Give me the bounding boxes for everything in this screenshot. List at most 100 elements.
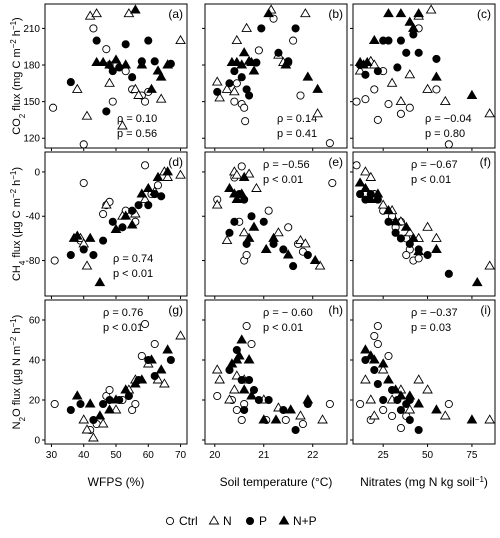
data-point-np (383, 205, 394, 215)
data-point-np (383, 8, 394, 18)
data-point-p (237, 375, 246, 385)
data-point-ctrl (361, 95, 370, 104)
x-axis-title: Soil temperature (°C) (220, 475, 333, 489)
data-point-ctrl (384, 351, 393, 361)
data-point-np (162, 59, 173, 69)
data-point-np (248, 65, 260, 75)
data-point-p (108, 217, 117, 226)
data-point-n (413, 374, 424, 384)
data-point-np (268, 232, 279, 242)
rho-value: ρ = 0.74 (113, 253, 153, 265)
data-point-n (365, 394, 377, 404)
rho-value: ρ = −0.37 (411, 307, 458, 319)
y-axis-title: N2O flux (µg N m−2 h−1) (9, 315, 27, 430)
data-point-p (134, 201, 143, 210)
data-point-np (431, 404, 442, 414)
data-point-np (278, 515, 290, 525)
data-point-ctrl (79, 140, 88, 149)
data-point-p (150, 371, 159, 381)
data-point-np (146, 83, 157, 93)
data-point-np (91, 56, 102, 67)
data-point-p (99, 399, 108, 409)
data-point-ctrl (50, 399, 59, 409)
plot-frame (352, 3, 496, 149)
panel-label: (f) (480, 155, 491, 169)
data-point-n (368, 410, 380, 420)
data-point-p (384, 36, 393, 45)
data-point-p (225, 228, 234, 237)
panel-label: (d) (168, 155, 183, 169)
data-point-n (484, 414, 495, 424)
data-point-np (152, 65, 164, 75)
x-tick-label: 22 (307, 450, 319, 461)
data-point-n (365, 171, 377, 181)
data-point-np (302, 71, 314, 81)
data-point-np (136, 59, 148, 69)
data-point-np (84, 398, 96, 408)
data-point-n (431, 232, 442, 242)
data-point-np (120, 210, 131, 220)
x-axis-title: WFPS (%) (88, 475, 145, 489)
plot-frame (44, 3, 188, 149)
rho-value: ρ = − 0.60 (263, 307, 313, 319)
data-point-n (159, 378, 170, 388)
data-point-n (422, 384, 433, 394)
data-point-p (99, 236, 108, 245)
data-point-p (230, 67, 239, 76)
data-point-np (408, 22, 419, 32)
data-point-p (213, 87, 222, 96)
data-point-np (84, 232, 96, 242)
data-point-np (383, 374, 394, 384)
data-point-np (368, 34, 380, 45)
data-point-n (395, 95, 407, 106)
data-point-np (408, 232, 419, 242)
data-point-n (88, 432, 99, 442)
data-point-n (97, 418, 109, 428)
data-point-np (354, 177, 366, 187)
data-point-p (379, 395, 388, 405)
data-point-np (365, 193, 377, 204)
data-point-ctrl (373, 339, 382, 349)
data-point-ctrl (356, 399, 365, 409)
data-point-ctrl (254, 46, 263, 55)
data-point-p (230, 217, 239, 226)
y-tick-label: 210 (23, 24, 40, 35)
panel-d: -80 -40 0 (d) ρ = 0.74 p < 0.01 (26, 151, 188, 299)
data-point-ctrl (379, 405, 388, 415)
data-point-np (136, 188, 148, 198)
y-tick-label: 150 (23, 97, 40, 108)
data-point-n (295, 234, 306, 245)
plot-frame (204, 299, 348, 445)
data-point-np (238, 171, 250, 181)
data-point-np (224, 182, 235, 192)
y-axis-title: CH4 flux (µg C m−2 h−1) (9, 167, 27, 281)
data-point-ctrl (240, 103, 249, 112)
data-point-p (247, 212, 256, 221)
data-point-n (133, 89, 144, 99)
data-point-np (360, 344, 371, 354)
legend-label-p: P (259, 514, 267, 528)
data-point-p (245, 375, 254, 385)
data-point-p (264, 395, 273, 405)
data-point-np (155, 364, 167, 374)
data-point-p (361, 70, 370, 79)
data-point-n (211, 199, 223, 209)
data-point-p (150, 57, 159, 66)
data-point-np (110, 54, 122, 64)
data-point-p (245, 91, 254, 100)
data-point-np (285, 404, 296, 414)
data-point-p (118, 223, 127, 232)
data-point-np (142, 182, 154, 192)
x-tick-label: 30 (46, 450, 58, 461)
data-point-np (413, 246, 424, 256)
data-point-p (274, 48, 283, 57)
data-point-n (81, 110, 93, 120)
data-point-ctrl (137, 351, 146, 361)
y-tick-label: 0 (34, 436, 40, 447)
data-point-np (236, 59, 248, 69)
panel-label: (a) (168, 7, 183, 21)
data-point-p (128, 73, 137, 82)
data-point-n (243, 168, 255, 178)
data-point-n (211, 364, 223, 374)
panel-label: (i) (480, 303, 491, 317)
